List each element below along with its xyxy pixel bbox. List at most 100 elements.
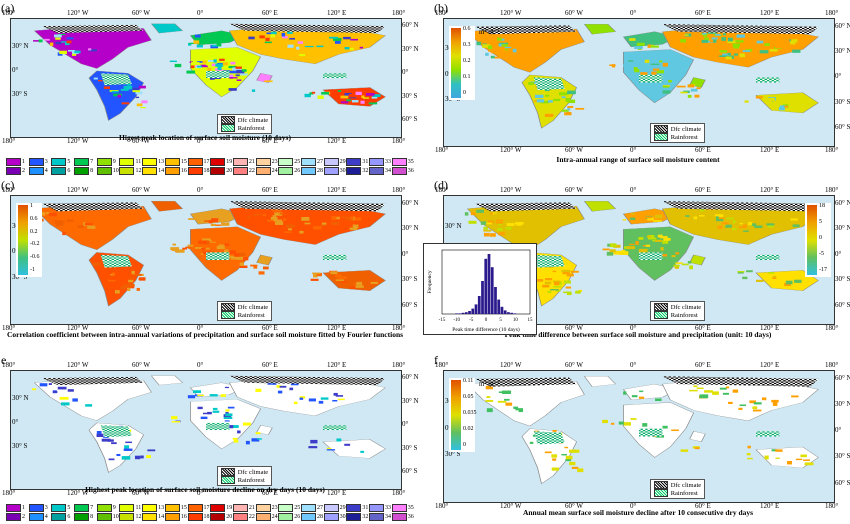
category-label: 17 — [203, 504, 210, 511]
pixel-cluster — [248, 36, 255, 40]
category-item: 13 — [142, 503, 165, 512]
pixel-cluster — [662, 62, 668, 67]
pixel-cluster — [337, 90, 342, 92]
lon-tick-top: 180° — [435, 361, 449, 369]
pixel-cluster — [88, 49, 97, 52]
lon-tick-bottom: 120° W — [67, 489, 89, 497]
pixel-cluster — [55, 37, 61, 40]
histogram-ylabel: Frequency — [427, 270, 433, 293]
colorbar-tick: 0 — [463, 90, 466, 96]
pixel-cluster — [662, 240, 669, 244]
lon-tick-top: 180° — [825, 361, 839, 369]
pixel-cluster — [140, 107, 146, 109]
category-label: 36 — [407, 513, 414, 520]
pixel-cluster — [57, 52, 63, 56]
pixel-cluster — [488, 45, 493, 50]
pixel-cluster — [117, 94, 122, 98]
pixel-cluster — [609, 249, 616, 253]
category-label: 3 — [44, 158, 48, 165]
pixel-cluster — [730, 36, 735, 39]
pixel-cluster — [602, 419, 608, 424]
pixel-cluster — [136, 103, 143, 107]
category-swatch — [96, 503, 112, 512]
pixel-cluster — [719, 52, 724, 55]
pixel-cluster — [57, 225, 66, 229]
category-swatch — [164, 166, 180, 175]
pixel-cluster — [258, 271, 265, 275]
pixel-cluster — [55, 41, 62, 45]
category-item: 26 — [278, 166, 301, 175]
pixel-cluster — [98, 79, 103, 82]
lon-tick-top: 120° W — [67, 361, 89, 369]
category-item: 27 — [300, 503, 324, 512]
pixel-cluster — [360, 100, 365, 104]
category-swatch — [74, 166, 90, 175]
pixel-cluster — [171, 421, 181, 423]
legend-dfc-label: Dfc climate — [670, 125, 702, 133]
landmass — [689, 431, 706, 442]
pixel-cluster — [316, 272, 322, 277]
pixel-cluster — [131, 87, 139, 90]
pixel-cluster — [318, 400, 324, 404]
pixel-cluster — [742, 276, 748, 280]
pixel-cluster — [230, 256, 237, 260]
lat-tick-right: 60° N — [835, 198, 850, 207]
pixel-cluster — [245, 440, 250, 445]
pixel-cluster — [255, 388, 262, 392]
pixel-cluster — [279, 385, 287, 388]
pixel-cluster — [792, 49, 801, 53]
pixel-cluster — [544, 278, 553, 281]
pixel-cluster — [288, 228, 292, 231]
pixel-cluster — [718, 214, 724, 218]
category-label: 9 — [112, 158, 116, 165]
pixel-cluster — [190, 65, 195, 69]
pixel-cluster — [771, 449, 778, 452]
pixel-cluster — [361, 95, 365, 98]
colorbar-gradient — [451, 28, 461, 98]
pixel-cluster — [717, 225, 723, 229]
pixel-cluster — [725, 56, 732, 60]
pixel-cluster — [696, 87, 701, 90]
pixel-cluster — [321, 91, 329, 95]
lon-tick-top: 180° — [392, 9, 406, 17]
pixel-cluster — [476, 41, 482, 46]
pixel-cluster — [495, 221, 503, 224]
pixel-cluster — [64, 42, 70, 46]
pixel-cluster — [728, 401, 733, 404]
histogram-bar — [468, 311, 471, 314]
category-item: 28 — [300, 166, 324, 175]
category-label: 29 — [339, 158, 346, 165]
category-swatch — [74, 157, 90, 166]
pixel-cluster — [68, 50, 76, 52]
pixel-cluster — [767, 97, 775, 102]
lat-tick-right: 30° N — [402, 396, 419, 405]
category-item: 17 — [187, 503, 211, 512]
pixel-cluster — [551, 454, 558, 458]
pixel-cluster — [656, 39, 661, 42]
pixel-cluster — [721, 222, 729, 225]
pixel-cluster — [790, 218, 798, 221]
pixel-cluster — [39, 212, 46, 216]
pixel-cluster — [621, 249, 626, 254]
pixel-cluster — [738, 226, 747, 229]
lon-tick-bottom: 60° W — [132, 137, 151, 145]
pixel-cluster — [759, 50, 769, 54]
category-label: 31 — [362, 504, 369, 511]
pixel-cluster — [497, 228, 503, 231]
colorbar-tick: -17 — [819, 267, 827, 273]
pixel-cluster — [565, 458, 572, 462]
pixel-cluster — [124, 92, 133, 96]
category-item: 19 — [210, 503, 233, 512]
colorbar-unit-label: m³ m⁻³ — [479, 380, 500, 388]
pixel-cluster — [354, 217, 361, 221]
lat-tick-left: 30° S — [12, 441, 28, 450]
pixel-cluster — [216, 246, 225, 250]
pixel-cluster — [66, 47, 71, 49]
pixel-cluster — [497, 400, 507, 403]
pixel-cluster — [350, 216, 354, 219]
pixel-cluster — [116, 453, 121, 457]
pixel-cluster — [775, 449, 783, 452]
colorbar-gradient — [451, 380, 461, 450]
landmass — [33, 377, 152, 421]
pixel-cluster — [506, 223, 515, 227]
